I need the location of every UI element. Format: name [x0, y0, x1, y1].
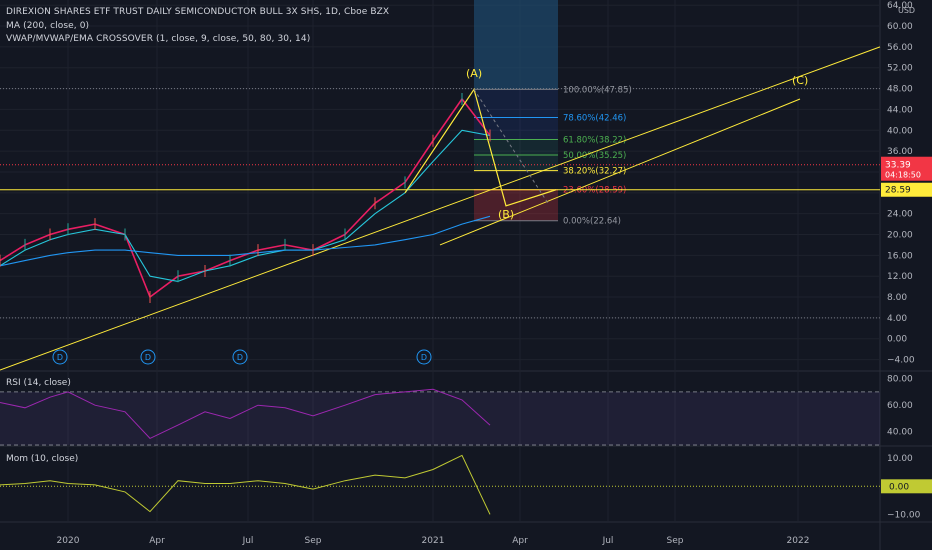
mom-y-tick-label: 10.00 [887, 454, 913, 464]
wave-label-c: (C) [792, 74, 808, 87]
trendline-upper [439, 98, 801, 246]
y-tick-label: 52.00 [887, 64, 913, 74]
mom-title: Mom (10, close) [6, 454, 78, 464]
fib-level-label: 78.60%(42.46) [563, 113, 626, 123]
y-tick-label: 44.00 [887, 105, 913, 115]
price-series-ema [0, 129, 491, 282]
y-tick-label: 24.00 [887, 210, 913, 220]
dividend-marker-label: D [145, 353, 151, 362]
x-tick-label: 2022 [787, 536, 810, 546]
mom-series [0, 454, 491, 515]
price-series-close [0, 98, 491, 298]
y-tick-label: 8.00 [887, 293, 907, 303]
countdown-value: 04:18:50 [885, 171, 921, 180]
y-tick-label: 60.00 [887, 22, 913, 32]
rsi-series [0, 388, 491, 440]
fib-zone-lower [474, 189, 558, 221]
dividend-marker-label: D [421, 353, 427, 362]
x-tick-label: Sep [667, 536, 684, 546]
wave-label-a: (A) [466, 67, 482, 80]
current-price-value: 33.39 [885, 161, 911, 171]
wave-path [404, 87, 557, 207]
currency-label: USD [898, 6, 915, 15]
dividend-marker [416, 349, 432, 365]
y-tick-label: 4.00 [887, 314, 907, 324]
x-tick-label: Apr [149, 536, 165, 546]
x-tick-label: Jul [602, 536, 614, 546]
mom-zero-tag [881, 479, 932, 494]
x-tick-label: 2020 [57, 536, 80, 546]
x-tick-label: Jul [242, 536, 254, 546]
x-tick-label: 2021 [422, 536, 445, 546]
dividend-marker [232, 349, 248, 365]
fib-diagonal [473, 89, 549, 204]
y-tick-label: 0.00 [887, 335, 907, 345]
fib-zone-upper [474, 89, 558, 140]
fib-level-label: 100.00%(47.85) [563, 85, 632, 95]
level-price-tag [881, 182, 932, 197]
trendline-lower [0, 46, 881, 371]
y-tick-label: −4.00 [887, 356, 915, 366]
fib-level-label: 61.80%(38.22) [563, 136, 626, 146]
y-tick-label: 20.00 [887, 231, 913, 241]
fib-level-label: 50.00%(35.25) [563, 151, 626, 161]
fib-level-label: 23.60%(28.59) [563, 186, 626, 196]
dividend-marker-label: D [237, 353, 243, 362]
mom-y-tick-label: −10.00 [887, 510, 921, 520]
ma-legend: MA (200, close, 0) [6, 21, 90, 31]
rsi-y-tick-label: 80.00 [887, 375, 913, 385]
dividend-marker [140, 349, 156, 365]
vwap-legend: VWAP/MVWAP/EMA CROSSOVER (1, close, 9, c… [6, 34, 311, 44]
rsi-y-tick-label: 60.00 [887, 401, 913, 411]
rsi-y-tick-label: 40.00 [887, 428, 913, 438]
mom-zero-value: 0.00 [889, 482, 909, 492]
dividend-marker-label: D [57, 353, 63, 362]
fib-level-label: 0.00%(22.64) [563, 217, 621, 227]
y-tick-label: 48.00 [887, 85, 913, 95]
rsi-title: RSI (14, close) [6, 378, 71, 388]
current-price-tag [881, 156, 932, 181]
y-tick-label: 16.00 [887, 251, 913, 261]
fib-extension-zone [474, 0, 558, 90]
y-tick-label: 64.00 [887, 1, 913, 11]
y-tick-label: 40.00 [887, 126, 913, 136]
dividend-marker [52, 349, 68, 365]
symbol-title: DIREXION SHARES ETF TRUST DAILY SEMICOND… [6, 7, 390, 17]
price-series-ma [0, 215, 491, 267]
y-tick-label: 36.00 [887, 147, 913, 157]
x-tick-label: Apr [512, 536, 528, 546]
rsi-band [0, 391, 880, 445]
fib-level-label: 38.20%(32.27) [563, 167, 626, 177]
x-tick-label: Sep [305, 536, 322, 546]
y-tick-label: 56.00 [887, 43, 913, 53]
y-tick-label: 12.00 [887, 272, 913, 282]
wave-label-b: (B) [498, 208, 514, 221]
level-price-value: 28.59 [885, 186, 911, 196]
